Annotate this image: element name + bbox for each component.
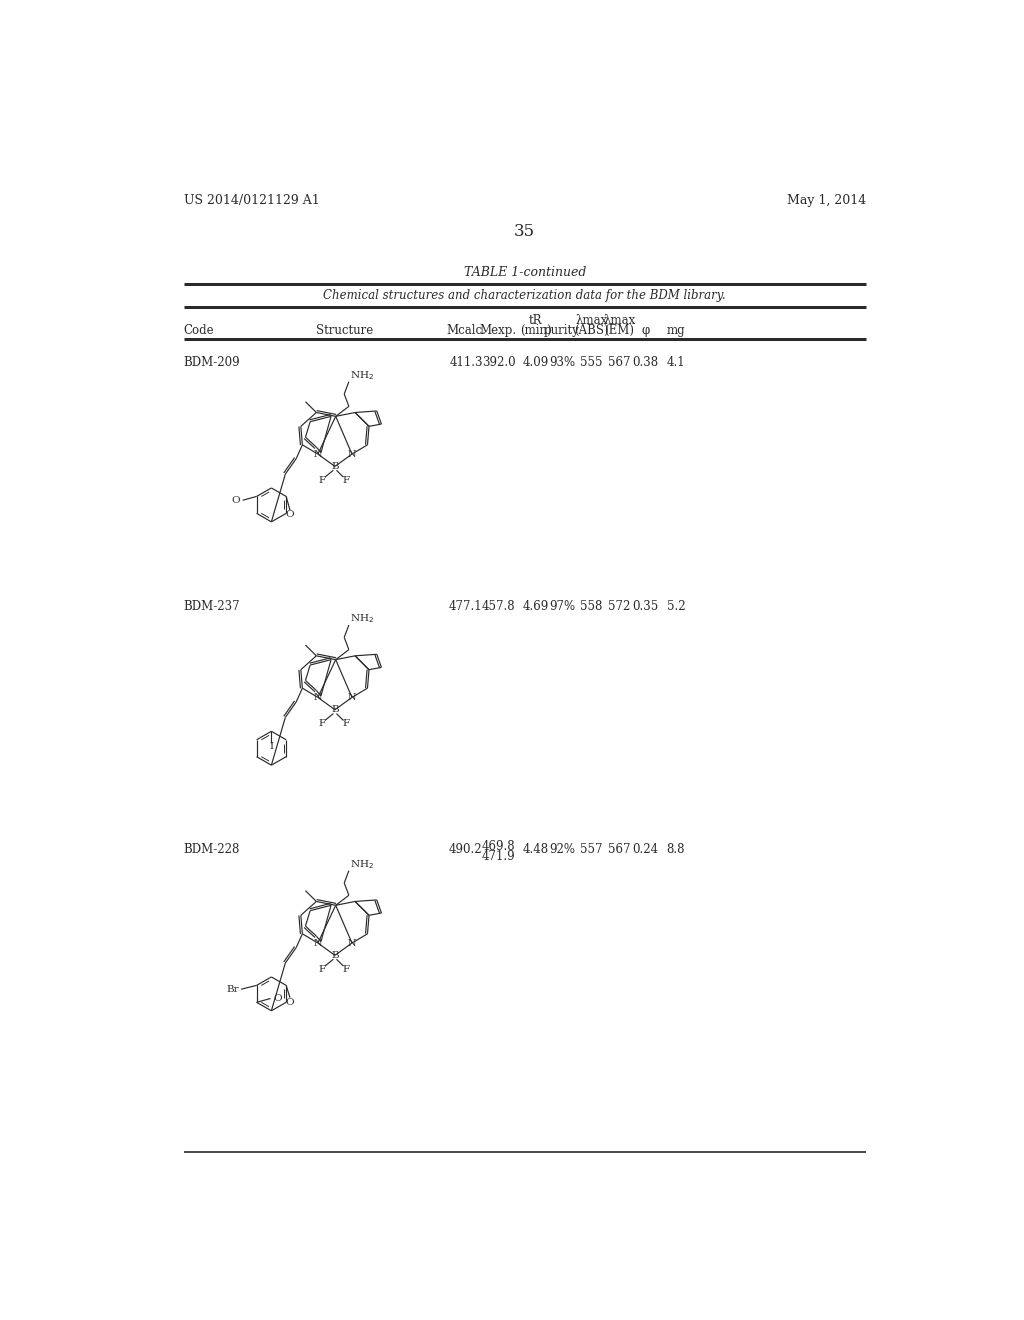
Text: NH$_2$: NH$_2$ [350, 612, 375, 626]
Text: 92%: 92% [549, 843, 575, 857]
Text: B: B [331, 462, 339, 471]
Text: Code: Code [183, 325, 214, 338]
Text: (ABS): (ABS) [574, 325, 608, 338]
Text: 93%: 93% [549, 356, 575, 370]
Text: 557: 557 [581, 843, 603, 857]
Text: F: F [318, 719, 326, 729]
Text: Structure: Structure [316, 325, 374, 338]
Text: 0.38: 0.38 [633, 356, 658, 370]
Text: 392.0: 392.0 [481, 356, 515, 370]
Text: 5.2: 5.2 [667, 601, 685, 612]
Text: N: N [348, 450, 356, 458]
Text: 8.8: 8.8 [667, 843, 685, 857]
Text: BDM-209: BDM-209 [183, 356, 241, 370]
Text: BDM-228: BDM-228 [183, 843, 241, 857]
Text: O: O [272, 994, 282, 1003]
Text: tR: tR [529, 314, 543, 326]
Text: N: N [348, 693, 356, 702]
Text: 4.1: 4.1 [667, 356, 685, 370]
Text: 97%: 97% [549, 601, 575, 612]
Text: F: F [342, 475, 349, 484]
Text: N: N [313, 693, 323, 702]
Text: O: O [231, 496, 241, 504]
Text: N: N [313, 450, 323, 458]
Text: F: F [342, 965, 349, 974]
Text: F: F [342, 719, 349, 729]
Text: N: N [348, 939, 356, 948]
Text: 4.69: 4.69 [522, 601, 549, 612]
Text: 4.09: 4.09 [522, 356, 549, 370]
Text: B: B [331, 950, 339, 960]
Text: purity: purity [544, 325, 580, 338]
Text: 567: 567 [608, 356, 631, 370]
Text: O: O [286, 998, 294, 1007]
Text: May 1, 2014: May 1, 2014 [786, 194, 866, 207]
Text: BDM-237: BDM-237 [183, 601, 241, 612]
Text: Mexp.: Mexp. [480, 325, 517, 338]
Text: 0.35: 0.35 [633, 601, 658, 612]
Text: 35: 35 [514, 223, 536, 240]
Text: 572: 572 [608, 601, 631, 612]
Text: φ: φ [642, 325, 650, 338]
Text: 555: 555 [581, 356, 603, 370]
Text: 477.1: 477.1 [450, 601, 482, 612]
Text: 558: 558 [581, 601, 603, 612]
Text: 471.9: 471.9 [481, 850, 515, 862]
Text: 457.8: 457.8 [481, 601, 515, 612]
Text: λmax: λmax [603, 314, 636, 326]
Text: 0.24: 0.24 [633, 843, 658, 857]
Text: B: B [331, 705, 339, 714]
Text: λmax: λmax [575, 314, 607, 326]
Text: mg: mg [667, 325, 685, 338]
Text: 4.48: 4.48 [522, 843, 549, 857]
Text: 469.8: 469.8 [481, 840, 515, 853]
Text: 490.2: 490.2 [450, 843, 482, 857]
Text: 411.3: 411.3 [450, 356, 482, 370]
Text: 567: 567 [608, 843, 631, 857]
Text: I: I [269, 742, 273, 751]
Text: N: N [313, 939, 323, 948]
Text: F: F [318, 475, 326, 484]
Text: NH$_2$: NH$_2$ [350, 858, 375, 871]
Text: (min): (min) [520, 325, 552, 338]
Text: NH$_2$: NH$_2$ [350, 370, 375, 381]
Text: (EM): (EM) [604, 325, 634, 338]
Text: F: F [318, 965, 326, 974]
Text: TABLE 1-continued: TABLE 1-continued [464, 265, 586, 279]
Text: Mcalc.: Mcalc. [446, 325, 485, 338]
Text: Br: Br [227, 985, 240, 994]
Text: O: O [286, 511, 294, 519]
Text: Chemical structures and characterization data for the BDM library.: Chemical structures and characterization… [324, 289, 726, 302]
Text: US 2014/0121129 A1: US 2014/0121129 A1 [183, 194, 319, 207]
